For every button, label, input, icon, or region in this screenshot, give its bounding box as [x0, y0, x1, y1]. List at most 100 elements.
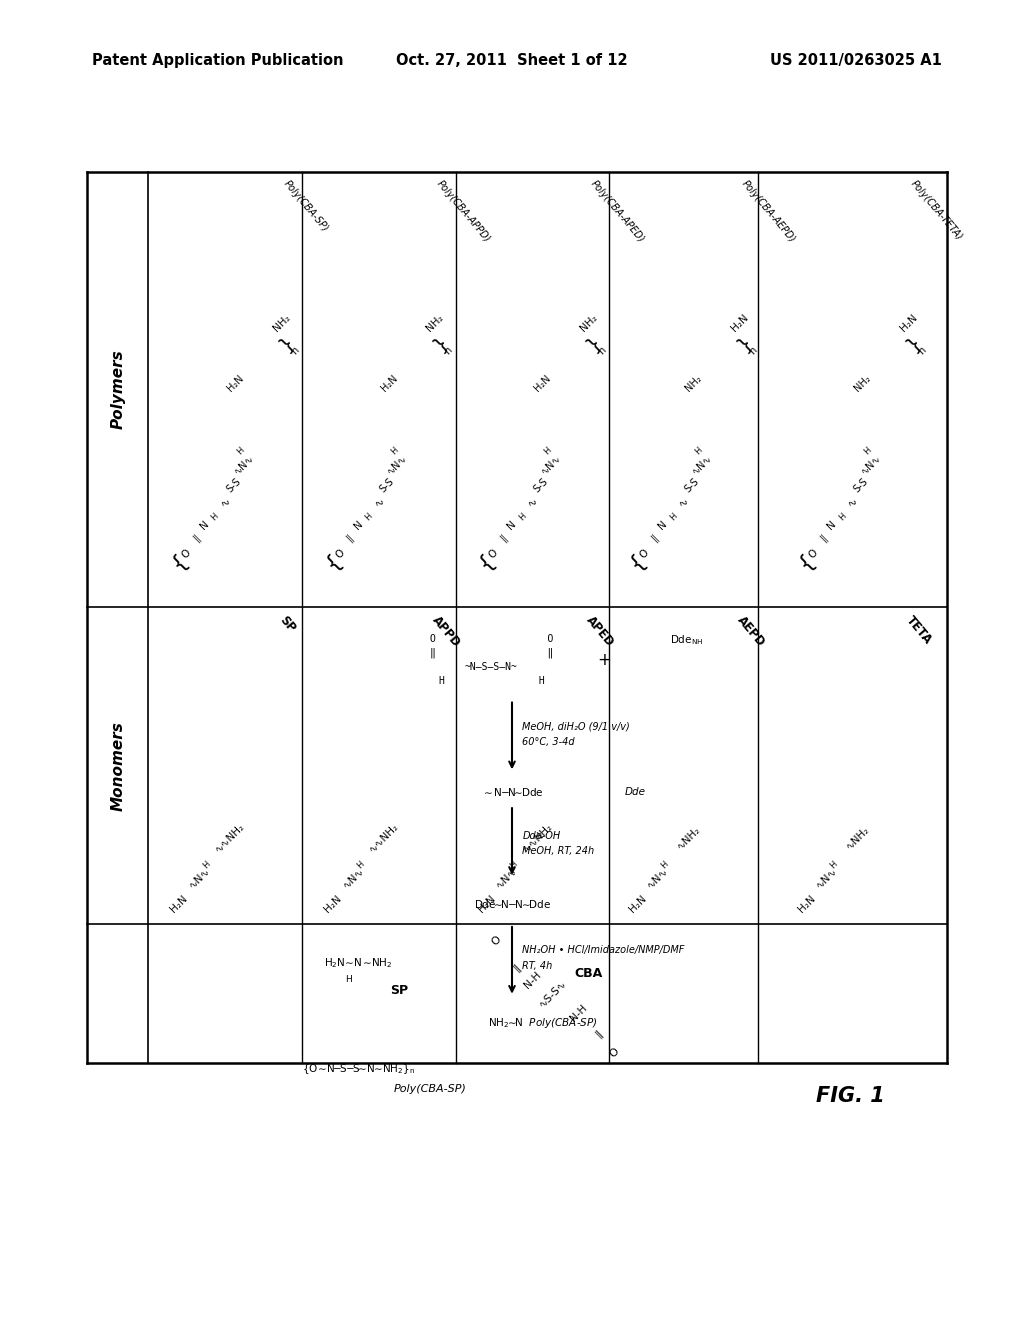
Text: H: H [693, 446, 705, 457]
Text: US 2011/0263025 A1: US 2011/0263025 A1 [770, 53, 942, 69]
Text: }: } [583, 333, 605, 354]
Text: Poly(CBA-SP): Poly(CBA-SP) [282, 178, 330, 234]
Text: ‖: ‖ [345, 532, 355, 543]
Text: $\rm \{O\!\sim\!N\!\!-\!\!S\!\!-\!\!S\!\!\sim\!N\!\!\sim\!NH_2\}_n$: $\rm \{O\!\sim\!N\!\!-\!\!S\!\!-\!\!S\!\… [302, 1063, 415, 1076]
Text: ∿: ∿ [525, 495, 540, 508]
Text: n: n [596, 345, 608, 356]
Text: n: n [916, 345, 928, 356]
Text: H: H [828, 859, 840, 870]
Text: ∿N∿: ∿N∿ [859, 453, 883, 477]
Text: H₂N: H₂N [627, 894, 648, 915]
Text: Dde: Dde [625, 787, 645, 797]
Text: ‖: ‖ [511, 961, 523, 973]
Text: {: { [321, 550, 345, 574]
Text: ∿S-S∿: ∿S-S∿ [538, 978, 568, 1008]
Text: S-S: S-S [378, 477, 396, 495]
Text: Poly(CBA-TETA): Poly(CBA-TETA) [909, 178, 965, 242]
Text: ‖: ‖ [191, 532, 202, 543]
Text: H: H [345, 975, 351, 983]
Text: H: H [210, 512, 220, 523]
Text: H: H [862, 446, 873, 457]
Text: }: } [903, 333, 925, 354]
Text: 60°C, 3-4d: 60°C, 3-4d [522, 737, 574, 747]
Text: {: { [795, 550, 818, 574]
Text: ∿∿NH₂: ∿∿NH₂ [521, 821, 554, 855]
Text: Polymers: Polymers [111, 350, 125, 429]
Text: H₂N: H₂N [729, 313, 751, 334]
Text: H: H [659, 859, 671, 870]
Text: Poly(CBA-AEPD): Poly(CBA-AEPD) [739, 178, 798, 244]
Text: S-S: S-S [224, 477, 243, 495]
Text: ∿∿NH₂: ∿∿NH₂ [368, 821, 400, 855]
Text: Oct. 27, 2011  Sheet 1 of 12: Oct. 27, 2011 Sheet 1 of 12 [396, 53, 628, 69]
Text: N: N [656, 519, 670, 532]
Text: H: H [509, 859, 519, 870]
Text: ‖: ‖ [593, 1027, 605, 1039]
Text: ∿N∿: ∿N∿ [690, 453, 714, 477]
Text: H: H [543, 446, 553, 457]
Text: ∿: ∿ [372, 495, 386, 508]
Text: H₂N: H₂N [898, 313, 920, 334]
Text: N: N [352, 519, 365, 532]
Text: Monomers: Monomers [111, 721, 125, 810]
Text: ‖: ‖ [818, 532, 829, 543]
Text: H: H [837, 512, 848, 523]
Text: O: O [638, 548, 651, 561]
Text: N: N [825, 519, 839, 532]
Text: Poly(CBA-SP): Poly(CBA-SP) [393, 1084, 467, 1094]
Text: FIG. 1: FIG. 1 [815, 1085, 885, 1106]
Text: CBA: CBA [574, 968, 603, 979]
Text: NH₂OH • HCl/Imidazole/NMP/DMF: NH₂OH • HCl/Imidazole/NMP/DMF [522, 945, 685, 956]
Text: H₂N: H₂N [476, 894, 497, 915]
Text: ∿N∿: ∿N∿ [539, 453, 563, 477]
Text: O: O [490, 933, 503, 948]
Text: H: H [202, 859, 212, 870]
Text: ∿N∿: ∿N∿ [187, 866, 212, 890]
Text: $\rm H_2N\!\sim\!N\!\sim\!NH_2$: $\rm H_2N\!\sim\!N\!\sim\!NH_2$ [325, 957, 392, 970]
Text: $\rm \sim N\!\!-\!\!N\!\!\sim\!\!Dde$: $\rm \sim N\!\!-\!\!N\!\!\sim\!\!Dde$ [480, 785, 544, 799]
Text: {: { [626, 550, 649, 574]
Text: H₂N: H₂N [379, 372, 399, 393]
Text: MeOH, diH₂O (9/1 v/v): MeOH, diH₂O (9/1 v/v) [522, 721, 630, 731]
Text: H₂N: H₂N [323, 894, 343, 915]
Text: H: H [389, 446, 399, 457]
Text: H₂N: H₂N [796, 894, 817, 915]
Text: S-S: S-S [683, 477, 700, 495]
Text: O: O [608, 1045, 621, 1060]
Text: Patent Application Publication: Patent Application Publication [92, 53, 344, 69]
Text: O: O [807, 548, 820, 561]
Text: ∿: ∿ [218, 495, 232, 508]
Text: NH₂: NH₂ [684, 372, 703, 393]
Text: ∿N∿: ∿N∿ [231, 453, 256, 477]
Text: }: } [734, 333, 756, 354]
Text: SP: SP [276, 614, 297, 635]
Text: Dde$_{\rm NH}$: Dde$_{\rm NH}$ [670, 634, 702, 647]
Text: n: n [442, 345, 455, 356]
Text: APED: APED [584, 614, 616, 649]
Text: ∿N∿: ∿N∿ [814, 866, 840, 890]
Text: }: } [429, 333, 452, 354]
Text: +: + [597, 651, 611, 669]
Text: ∿∿NH₂: ∿∿NH₂ [214, 821, 247, 855]
Text: ∿N∿: ∿N∿ [341, 866, 366, 890]
Text: O: O [180, 548, 193, 561]
Text: ∿N∿: ∿N∿ [495, 866, 519, 890]
Text: NH₂: NH₂ [579, 313, 599, 334]
Text: N: N [506, 519, 518, 532]
Text: Poly(CBA-APED): Poly(CBA-APED) [589, 178, 646, 244]
Text: H: H [364, 512, 374, 523]
Text: O: O [487, 548, 500, 561]
Text: ∿: ∿ [677, 495, 690, 508]
Text: {: { [474, 550, 499, 574]
Text: O                   O
‖                   ‖
~N—S—S—N~
H                H: O O ‖ ‖ ~N—S—S—N~ H H [430, 634, 553, 686]
Text: ‖: ‖ [649, 532, 660, 543]
Text: N-H: N-H [568, 1003, 589, 1023]
Text: ∿NH₂: ∿NH₂ [844, 825, 871, 851]
Text: MeOH, RT, 24h: MeOH, RT, 24h [522, 846, 594, 857]
Text: ∿N∿: ∿N∿ [385, 453, 410, 477]
Text: RT, 4h: RT, 4h [522, 961, 553, 972]
Text: $\rm Dde\!\!\sim\!\!N\!\!-\!\!N\!\!\sim\!\!Dde$: $\rm Dde\!\!\sim\!\!N\!\!-\!\!N\!\!\sim\… [473, 898, 551, 911]
Text: NH₂: NH₂ [271, 313, 292, 334]
Text: SP: SP [390, 983, 409, 997]
Text: Poly(CBA-APPD): Poly(CBA-APPD) [435, 178, 493, 244]
